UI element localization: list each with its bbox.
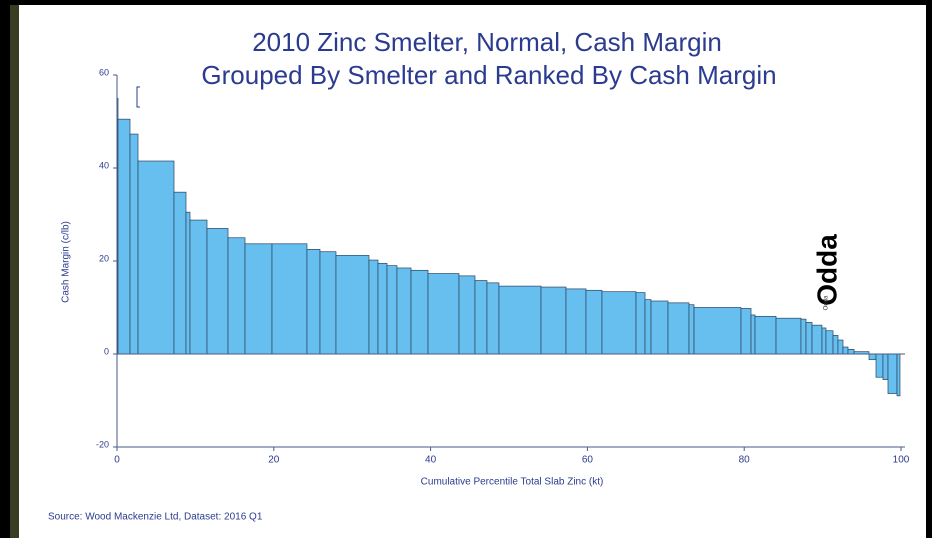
bar: [498, 285, 542, 355]
bar: [486, 282, 500, 355]
bar: [368, 259, 379, 355]
right-border: [926, 0, 932, 538]
y-tick-label: 20: [99, 253, 109, 263]
bar: [887, 353, 898, 394]
left-border: [0, 0, 10, 538]
bar: [585, 289, 603, 355]
bar: [805, 322, 813, 355]
bar: [847, 349, 855, 355]
bar: [540, 286, 567, 355]
y-tick-label: 0: [104, 346, 109, 356]
bar: [837, 339, 844, 355]
annotation: Odda: [811, 234, 842, 306]
x-tick-label: 40: [425, 455, 437, 466]
bar: [137, 160, 175, 355]
annotation-small: Odda: [824, 295, 830, 310]
bracket: [136, 86, 140, 108]
bar: [335, 255, 370, 355]
bar: [896, 353, 901, 397]
bar: [474, 280, 488, 355]
bar: [693, 307, 742, 355]
bar: [271, 243, 308, 355]
bar: [688, 304, 695, 355]
bar: [750, 314, 756, 355]
bar: [377, 262, 388, 355]
bar: [800, 318, 807, 355]
bar: [117, 118, 131, 355]
bar: [206, 228, 229, 355]
bar: [667, 302, 690, 355]
bar: [650, 300, 669, 355]
bar: [821, 327, 827, 355]
chart-title: 2010 Zinc Smelter, Normal, Cash Margin: [252, 27, 722, 57]
bar: [832, 335, 839, 355]
bar: [410, 269, 429, 355]
bar: [825, 330, 834, 355]
bar: [740, 308, 752, 355]
bar: [644, 299, 652, 355]
y-axis-label: Cash Margin (c/lb): [61, 221, 72, 303]
bar: [173, 191, 187, 355]
x-axis-label: Cumulative Percentile Total Slab Zinc (k…: [421, 477, 604, 488]
bar: [227, 237, 246, 355]
source-note: Source: Wood Mackenzie Ltd, Dataset: 201…: [48, 512, 263, 523]
bar: [244, 243, 273, 355]
x-tick-label: 80: [739, 455, 751, 466]
bar: [565, 288, 587, 355]
bar: [842, 346, 849, 355]
bar: [396, 267, 412, 355]
bar: [306, 249, 321, 355]
x-tick-label: 20: [268, 455, 280, 466]
bar: [319, 251, 337, 355]
x-tick-label: 0: [114, 455, 120, 466]
x-tick-label: 100: [893, 455, 910, 466]
bar: [754, 315, 777, 355]
top-border: [0, 0, 932, 5]
y-tick-label: 60: [99, 67, 109, 77]
bar: [386, 265, 398, 355]
x-tick-label: 60: [582, 455, 594, 466]
left-strip: [10, 5, 19, 538]
bar: [458, 275, 476, 355]
bar: [882, 353, 889, 380]
bar: [868, 353, 877, 360]
y-tick-label: 40: [99, 160, 109, 170]
bar: [635, 292, 646, 355]
bar: [775, 317, 802, 355]
bar: [811, 324, 823, 355]
y-tick-label: -20: [96, 439, 109, 449]
bar: [129, 133, 139, 355]
bar: [189, 219, 208, 355]
bar: [427, 273, 460, 355]
bar: [185, 211, 191, 355]
chart-subtitle: Grouped By Smelter and Ranked By Cash Ma…: [201, 60, 776, 90]
bar: [875, 353, 884, 378]
bar: [601, 291, 637, 355]
